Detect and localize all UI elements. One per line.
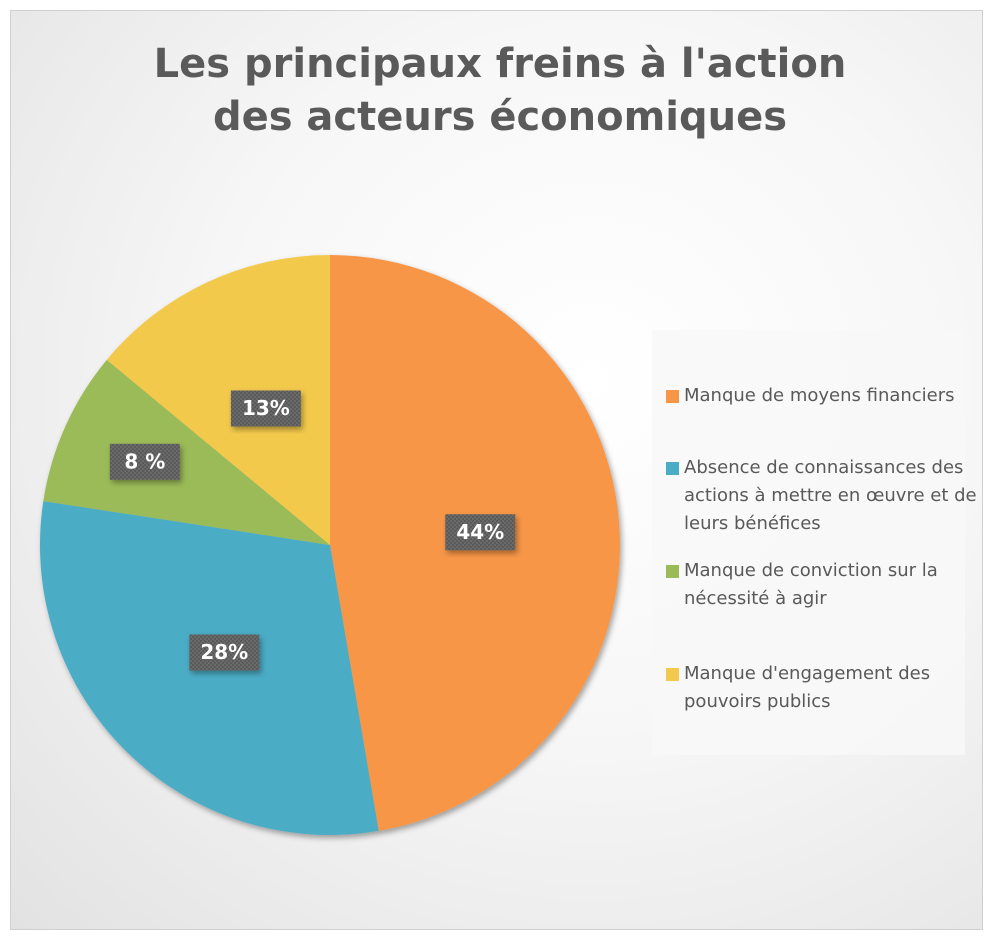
data-label: 28% xyxy=(200,640,248,664)
data-label: 13% xyxy=(242,396,290,420)
data-label: 8 % xyxy=(124,449,165,473)
data-label-box xyxy=(230,390,301,427)
legend-label: Manque de moyens financiers xyxy=(684,385,955,406)
legend: Manque de moyens financiers Absence de co… xyxy=(652,330,977,755)
data-label-box xyxy=(189,634,260,671)
legend-swatch xyxy=(666,668,679,681)
data-label-box xyxy=(445,514,516,551)
pie-slice xyxy=(106,255,330,545)
data-label: 44% xyxy=(456,520,504,544)
legend-label: Manque d'engagement des pouvoirs publics xyxy=(684,663,931,712)
legend-swatch xyxy=(666,390,679,403)
legend-label: Manque de conviction sur la nécessité à … xyxy=(684,560,938,609)
data-label-box xyxy=(109,443,180,480)
pie-group xyxy=(40,255,620,835)
pie-slice xyxy=(43,359,331,545)
legend-item: Manque d'engagement des pouvoirs publics xyxy=(662,660,984,716)
legend-swatch xyxy=(666,565,679,578)
chart-title: Les principaux freins à l'action des act… xyxy=(153,41,847,140)
legend-item: Manque de moyens financiers xyxy=(662,382,984,410)
legend-swatch xyxy=(666,462,679,475)
legend-label: Absence de connaissances des actions à m… xyxy=(684,457,977,534)
legend-item: Manque de conviction sur la nécessité à … xyxy=(662,557,984,613)
legend-item: Absence de connaissances des actions à m… xyxy=(662,454,984,538)
